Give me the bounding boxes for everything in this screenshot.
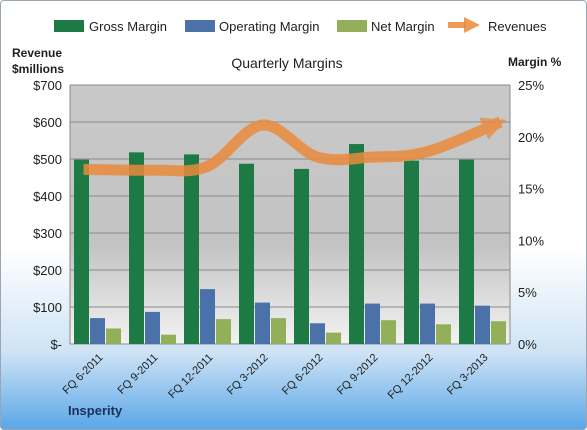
bar-net-margin [436, 324, 451, 344]
legend-swatch-gross-margin [54, 20, 84, 32]
bar-gross-margin [459, 159, 474, 344]
bar-gross-margin [129, 152, 144, 344]
left-tick-label: $300 [33, 226, 62, 241]
right-tick-label: 15% [518, 182, 544, 197]
bar-operating-margin [200, 289, 215, 344]
right-tick-label: 5% [518, 285, 537, 300]
left-tick-label: $100 [33, 300, 62, 315]
bar-operating-margin [255, 302, 270, 344]
right-axis-ticks: 0% 5% 10% 15% 20% 25% [518, 78, 544, 352]
bar-operating-margin [90, 318, 105, 344]
bar-gross-margin [404, 160, 419, 344]
right-tick-label: 20% [518, 130, 544, 145]
legend-swatch-revenues [448, 17, 480, 33]
category-label: FQ 9-2011 [116, 352, 161, 397]
bar-gross-margin [349, 144, 364, 344]
left-tick-label: $400 [33, 189, 62, 204]
legend-label-operating-margin: Operating Margin [219, 19, 319, 34]
bar-operating-margin [420, 303, 435, 344]
revenue-line [83, 116, 507, 177]
category-label: FQ 9-2012 [335, 352, 381, 398]
left-axis-label-line1: Revenue [12, 46, 62, 60]
bar-operating-margin [365, 303, 380, 344]
right-axis-label: Margin % [508, 55, 562, 69]
source-label: Insperity [68, 403, 123, 418]
bar-gross-margin [184, 154, 199, 344]
legend-label-gross-margin: Gross Margin [89, 19, 167, 34]
bar-operating-margin [475, 305, 490, 344]
category-label: FQ 3-2012 [225, 352, 271, 398]
legend-label-net-margin: Net Margin [371, 19, 435, 34]
bar-operating-margin [145, 311, 160, 344]
right-tick-label: 0% [518, 337, 537, 352]
bar-gross-margin [294, 168, 309, 344]
left-tick-label: $600 [33, 115, 62, 130]
bar-gross-margin [74, 159, 89, 344]
bar-gross-margin [239, 163, 254, 344]
left-tick-label: $200 [33, 263, 62, 278]
bar-net-margin [326, 332, 341, 344]
legend-swatch-operating-margin [185, 20, 215, 32]
bar-net-margin [106, 328, 121, 344]
bar-net-margin [161, 334, 176, 344]
category-label: FQ 6-2011 [61, 352, 106, 397]
category-label: FQ 6-2012 [280, 352, 326, 398]
left-tick-label: $- [50, 337, 62, 352]
bar-net-margin [271, 318, 286, 344]
chart-title: Quarterly Margins [231, 55, 342, 71]
category-label: FQ 3-2013 [445, 352, 491, 398]
bar-net-margin [381, 320, 396, 344]
legend-label-revenues: Revenues [488, 19, 547, 34]
category-labels: FQ 6-2011 FQ 9-2011 FQ 12-2011 FQ 3-2012 FQ … [61, 352, 491, 402]
left-axis-ticks: $- $100 $200 $300 $400 $500 $600 $700 [33, 78, 62, 352]
right-tick-label: 10% [518, 233, 544, 248]
right-tick-label: 25% [518, 78, 544, 93]
left-axis-label-line2: $millions [12, 62, 64, 76]
legend-swatch-net-margin [337, 20, 367, 32]
left-tick-label: $700 [33, 78, 62, 93]
bars [74, 144, 506, 344]
bar-net-margin [216, 319, 231, 344]
category-label: FQ 12-2011 [166, 352, 215, 401]
bar-operating-margin [310, 323, 325, 344]
legend: Gross Margin Operating Margin Net Margin… [54, 17, 547, 34]
revenue-line-path [83, 116, 507, 177]
category-label: FQ 12-2012 [386, 352, 436, 402]
bar-net-margin [491, 321, 506, 344]
left-tick-label: $500 [33, 152, 62, 167]
